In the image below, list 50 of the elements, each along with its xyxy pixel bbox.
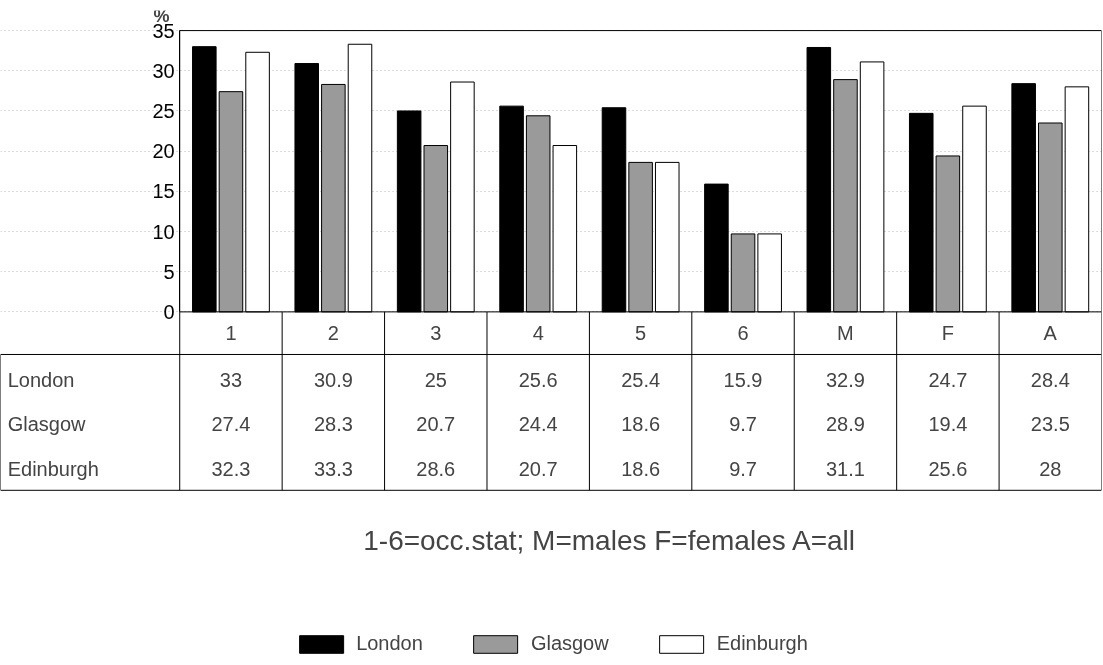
x-tick-label: 1: [225, 322, 237, 345]
x-tick-label: A: [1043, 322, 1058, 345]
x-tick-label: F: [941, 322, 954, 345]
data-label: 33.3: [313, 457, 353, 480]
data-label: 28.6: [416, 457, 456, 480]
data-label: 24.7: [928, 369, 968, 392]
data-label: 31.1: [825, 457, 865, 480]
y-tick-label: 20: [152, 140, 175, 163]
data-label: 28.4: [1030, 369, 1070, 392]
y-tick-label: 0: [163, 300, 175, 323]
data-label: 30.9: [313, 369, 353, 392]
data-label: 15.9: [723, 369, 763, 392]
data-label: 25.4: [621, 369, 661, 392]
data-label: 9.7: [729, 457, 757, 480]
y-tick-label: 25: [152, 99, 175, 122]
y-tick-label: 15: [152, 180, 175, 203]
text: 1-6=occ.stat; M=males F=females A=all: [363, 525, 856, 557]
data-label: 25: [424, 369, 447, 392]
data-label: 33: [219, 369, 243, 392]
data-label: 23.5: [1030, 413, 1070, 436]
data-label: 20.7: [416, 413, 456, 436]
data-label: 9.7: [729, 413, 757, 436]
text: Glasgow: [7, 413, 86, 436]
data-label: 18.6: [621, 413, 661, 436]
data-label: 24.4: [518, 413, 558, 436]
legend-label: London: [356, 632, 423, 655]
data-label: 25.6: [928, 457, 968, 480]
x-tick-label: 4: [532, 322, 544, 345]
data-label: 20.7: [518, 457, 558, 480]
data-label: 32.9: [825, 369, 865, 392]
data-label: 28.3: [313, 413, 353, 436]
data-label: 25.6: [518, 369, 558, 392]
legend-label: Glasgow: [530, 632, 609, 655]
x-tick-label: 6: [737, 322, 749, 345]
legend-label: Edinburgh: [716, 632, 808, 655]
y-tick-label: 10: [152, 220, 175, 243]
x-tick-label: 2: [327, 322, 339, 345]
data-label: 19.4: [928, 413, 968, 436]
text: Edinburgh: [7, 457, 99, 480]
x-tick-label: 3: [430, 322, 442, 345]
y-tick-label: 30: [152, 59, 175, 82]
data-label: 27.4: [211, 413, 251, 436]
x-tick-label: M: [837, 322, 854, 345]
data-label: 28: [1039, 457, 1062, 480]
data-label: 32.3: [211, 457, 251, 480]
y-tick-label: 5: [163, 260, 175, 283]
data-label: 28.9: [825, 413, 865, 436]
data-label: 18.6: [621, 457, 661, 480]
text: London: [7, 369, 75, 392]
x-tick-label: 5: [635, 322, 647, 345]
